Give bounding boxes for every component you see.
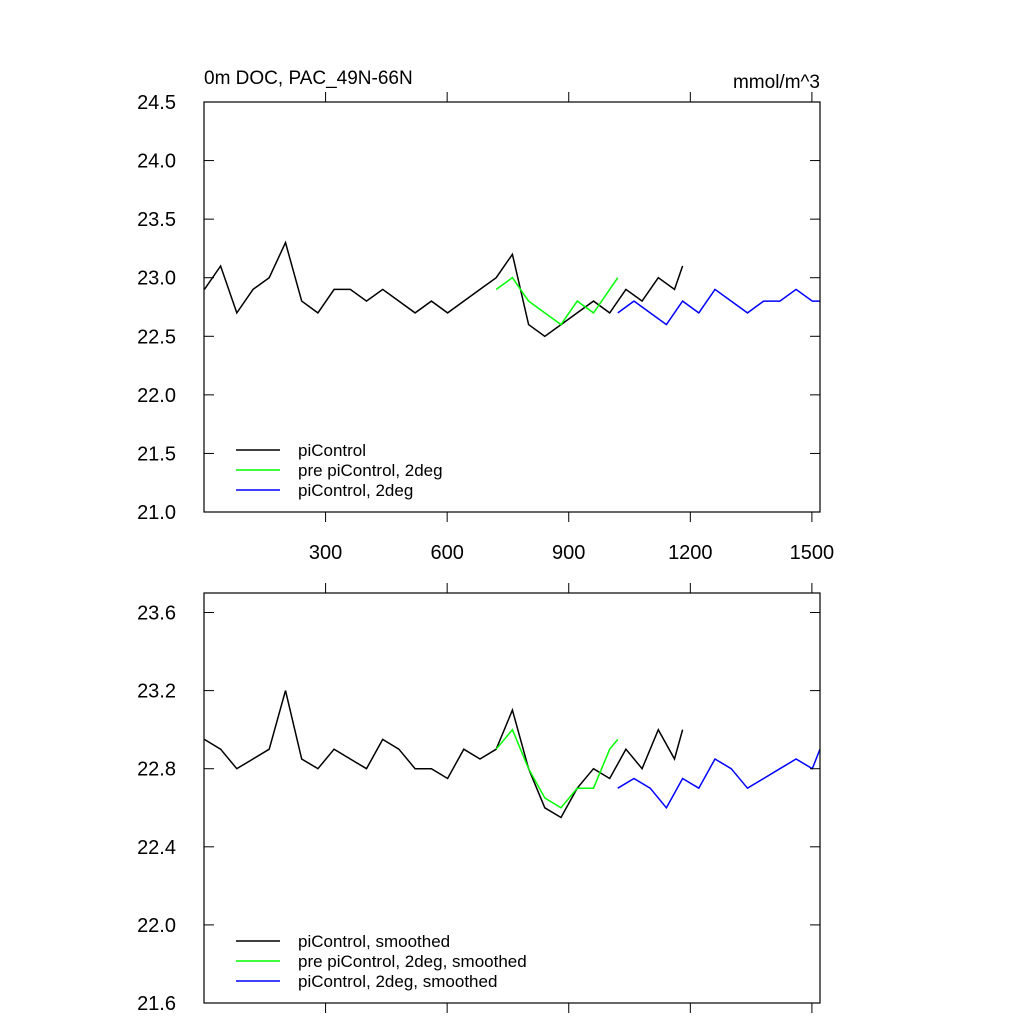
y-tick-label: 24.0 [137, 151, 176, 173]
series-line-1-0 [204, 690, 684, 819]
legend-label: pre piControl, 2deg, smoothed [298, 952, 527, 971]
bottom-axis-ticks: 21.6 22.0 22.4 22.8 23.2 23.6 [137, 583, 820, 1015]
top-axis-ticks: 21.0 21.5 22.0 22.5 23.0 23.5 24.0 24.5 300 600 90… [137, 92, 834, 564]
chart-title: 0m DOC, PAC_49N-66N [204, 68, 413, 89]
y-tick-label: 23.0 [137, 268, 176, 290]
units-label: mmol/m^3 [733, 72, 820, 93]
y-tick-label: 21.0 [137, 502, 176, 524]
x-tick-label: 900 [552, 542, 585, 564]
y-tick-label: 23.5 [137, 209, 176, 231]
top-plot-frame [203, 101, 821, 513]
bottom-plot-frame [203, 592, 821, 1004]
legend-label: pre piControl, 2deg [298, 461, 443, 480]
series-line-0-2 [617, 288, 820, 326]
legend-label: piControl, smoothed [298, 932, 450, 951]
y-tick-label: 24.5 [137, 92, 176, 114]
legend-label: piControl, 2deg [298, 481, 413, 500]
legend-label: piControl [298, 441, 366, 460]
x-tick-label: 600 [430, 542, 463, 564]
x-tick-label: 1200 [668, 542, 713, 564]
top-panel: 0m DOC, PAC_49N-66N mmol/m^3 21.0 21.5 22.… [137, 68, 834, 564]
x-tick-label: 300 [309, 542, 342, 564]
top-series-group [203, 240, 820, 338]
x-tick-label: 1500 [790, 542, 835, 564]
y-tick-label: 22.8 [137, 759, 176, 781]
y-tick-label: 22.4 [137, 837, 176, 859]
series-line-0-1 [495, 276, 619, 326]
y-tick-label: 22.5 [137, 326, 176, 348]
bottom-panel: 21.6 22.0 22.4 22.8 23.2 23.6 piControl, smoo… [137, 583, 821, 1015]
y-tick-label: 23.6 [137, 603, 176, 625]
y-tick-label: 21.6 [137, 993, 176, 1015]
y-tick-label: 23.2 [137, 681, 176, 703]
y-tick-label: 22.0 [137, 915, 176, 937]
series-line-1-1 [495, 728, 619, 809]
bottom-series-group [204, 690, 821, 819]
y-tick-label: 22.0 [137, 385, 176, 407]
legend-label: piControl, 2deg, smoothed [298, 972, 497, 991]
series-line-1-2 [617, 748, 821, 810]
y-tick-label: 21.5 [137, 443, 176, 465]
series-line-0-0 [203, 240, 684, 338]
